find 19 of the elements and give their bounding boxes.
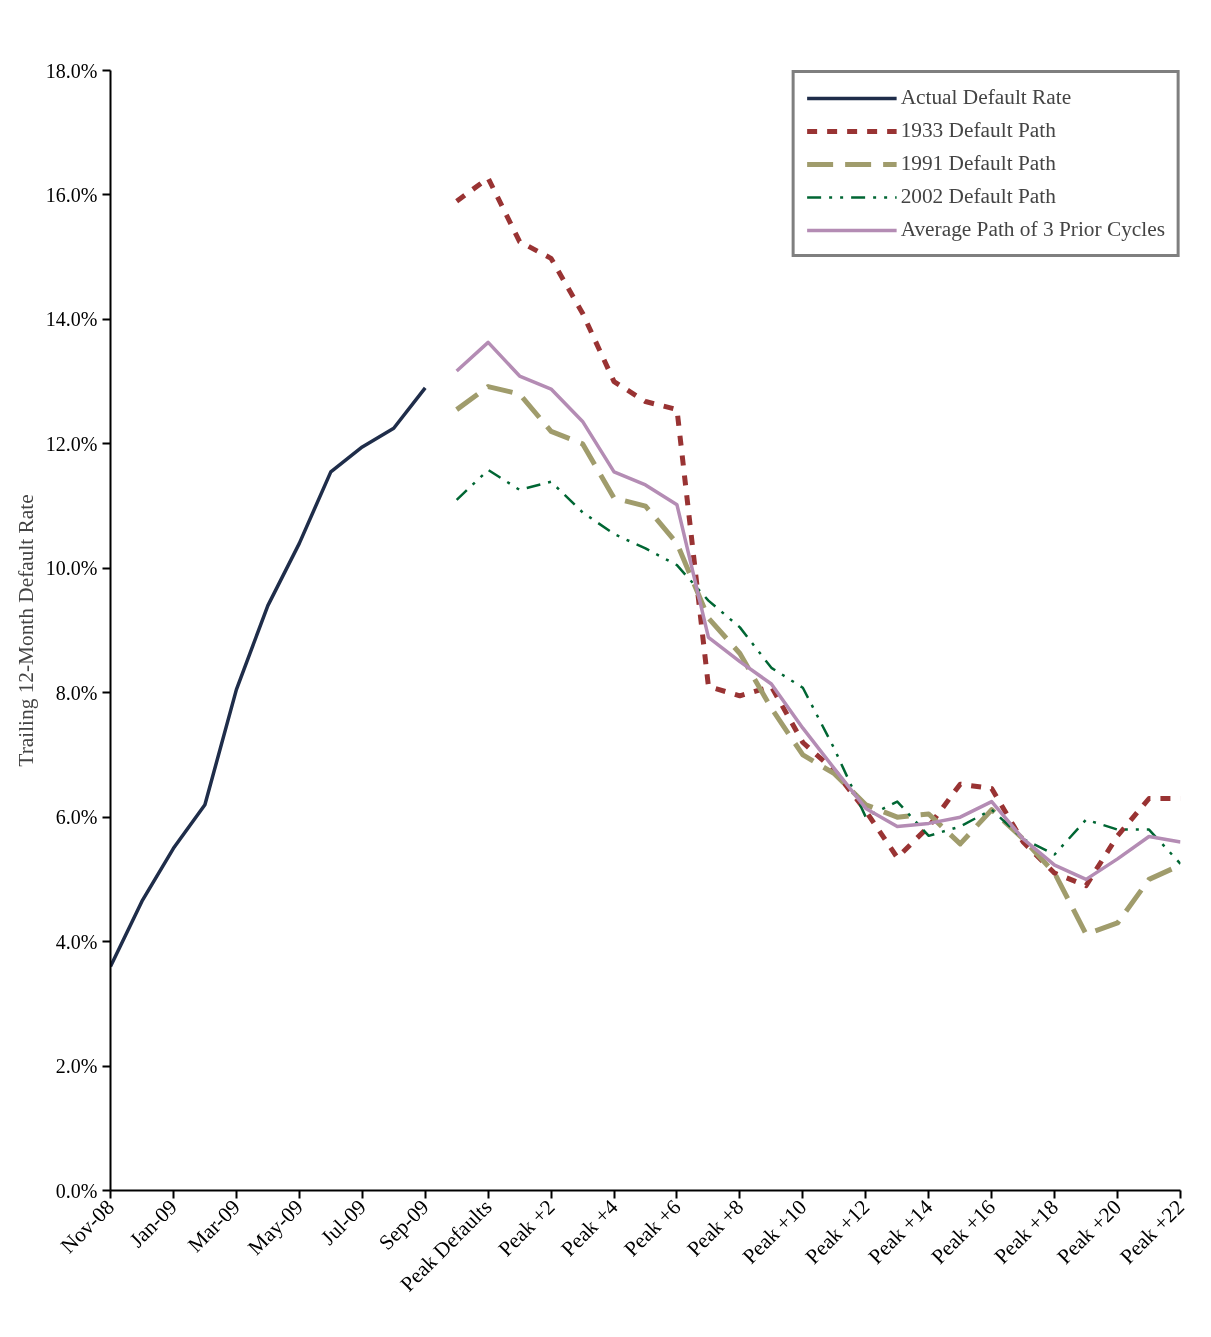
y-tick-label: 12.0% [45,432,98,455]
y-tick-label: 0.0% [55,1179,98,1202]
legend-label: Actual Default Rate [900,85,1072,110]
y-tick-label: 6.0% [55,806,98,829]
line-series [110,386,427,969]
legend-label: 2002 Default Path [900,184,1056,209]
legend-label: 1991 Default Path [900,151,1056,176]
y-tick-label: 10.0% [45,557,98,580]
y-tick-label: 18.0% [45,59,98,82]
line-series [455,468,1181,866]
y-tick-label: 4.0% [55,930,98,953]
y-tick-label: 16.0% [45,183,98,206]
legend-label: 1933 Default Path [900,118,1056,143]
y-tick-label: 2.0% [55,1055,98,1078]
y-axis-title: Trailing 12-Month Default Rate [13,494,38,767]
y-tick-label: 14.0% [45,308,98,331]
legend-label: Average Path of 3 Prior Cycles [900,217,1165,242]
y-tick-label: 8.0% [55,681,98,704]
line-series [454,340,1181,882]
